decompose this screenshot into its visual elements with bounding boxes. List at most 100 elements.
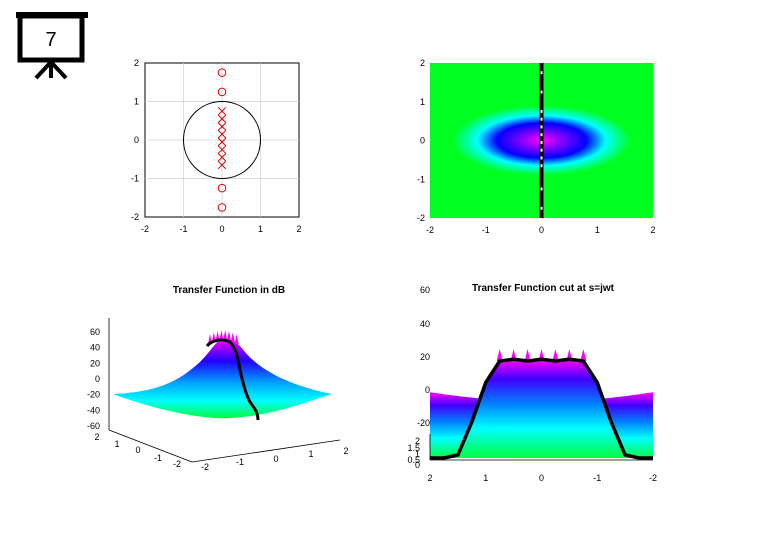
zero-marker — [217, 183, 227, 193]
pole-spike — [552, 348, 559, 361]
pole-spike — [230, 332, 235, 343]
y-tick-label: 0.5 — [407, 455, 420, 465]
pole-spike — [234, 334, 239, 344]
singularity-dot — [540, 156, 543, 160]
pole-stroke — [217, 137, 227, 147]
y-tick-label: 1.5 — [407, 443, 420, 453]
pole-marker — [217, 106, 227, 116]
singularity-dot — [540, 140, 543, 144]
pole-spike — [215, 330, 220, 341]
pole-zero-tick-labels: -2 -1 0 1 2 2 1 0 -1 -2 — [131, 58, 302, 234]
transfer-function-3d-plot: Transfer Function in dB 6040200-20-40-60… — [87, 285, 349, 472]
z-tick-label: 40 — [90, 343, 100, 353]
y-tick-label: -2 — [417, 213, 425, 223]
easel-top-bar — [16, 12, 88, 18]
singularity-dot — [540, 117, 543, 121]
x-tick-label: 0 — [219, 224, 224, 234]
x-tick-label: 2 — [296, 224, 301, 234]
singularity-dot — [540, 90, 543, 94]
singularity-dot — [540, 133, 543, 137]
pole-marker — [217, 130, 227, 139]
y-tick-label: 2 — [134, 58, 139, 68]
z-tick-label: -20 — [87, 390, 100, 400]
pole-marker — [217, 122, 227, 131]
x-tick-label: 1 — [308, 449, 313, 459]
singularity-dot — [540, 164, 543, 168]
pole-marker — [217, 160, 227, 170]
x-axis-3d — [191, 439, 341, 463]
z-tick-label: 40 — [420, 319, 430, 329]
singularity-dot — [540, 71, 543, 75]
y-tick-label: 0 — [415, 460, 420, 470]
x-tick-label: -2 — [141, 224, 149, 234]
y-tick-label: 0 — [134, 135, 139, 145]
pole-stroke — [217, 106, 227, 116]
y-tick-label: 1 — [134, 97, 139, 107]
z-tick-label: 60 — [420, 285, 430, 295]
x-tick-label: -2 — [649, 473, 657, 483]
pole-spike — [580, 348, 587, 361]
z-tick-label: 60 — [90, 327, 100, 337]
y-axis-3d — [108, 429, 193, 463]
zero-marker — [217, 87, 227, 97]
y-tick-label: 0 — [135, 445, 140, 455]
x-tick-label: 1 — [595, 225, 600, 235]
singularity-dot — [540, 206, 543, 210]
y-tick-label: -1 — [154, 453, 162, 463]
unit-circle — [183, 101, 261, 179]
plot4-title: Transfer Function cut at s=jwt — [472, 283, 615, 294]
surface-mesh — [113, 338, 332, 419]
presentation-easel-icon: 7 — [16, 12, 88, 80]
y-tick-label: -2 — [131, 212, 139, 222]
singularity-dot — [540, 125, 543, 129]
y-tick-label: 2 — [415, 436, 420, 446]
pole-spike — [223, 330, 228, 341]
x-tick-label: 2 — [343, 446, 348, 456]
x-tick-label: 1 — [258, 224, 263, 234]
z-tick-label: 20 — [420, 352, 430, 362]
slide-number: 7 — [45, 29, 56, 51]
y-tick-label: 2 — [94, 432, 99, 442]
x-tick-label: -1 — [236, 457, 244, 467]
singularity-dot — [540, 187, 543, 191]
pole-marker — [217, 153, 227, 162]
z-tick-label: -60 — [87, 421, 100, 431]
y-tick-label: 1 — [415, 449, 420, 459]
pole-stroke — [217, 114, 227, 123]
jw-axis-singularities — [540, 71, 543, 210]
jw-cut-curve — [205, 338, 260, 421]
x-tick-label: 0 — [539, 473, 544, 483]
y-tick-label: 0 — [420, 136, 425, 146]
pole-spike — [496, 348, 503, 361]
zero-marker — [217, 203, 227, 212]
pole-spike — [219, 330, 224, 341]
pole-stroke — [217, 145, 227, 154]
pole-stroke — [217, 122, 227, 131]
plot3-title: Transfer Function in dB — [173, 285, 285, 296]
pole-stroke — [217, 153, 227, 162]
zero-marker — [217, 68, 227, 77]
y-tick-label: -1 — [131, 174, 139, 184]
pole-marker — [217, 145, 227, 154]
pole-zero-plot: -2 -1 0 1 2 2 1 0 -1 -2 — [131, 58, 302, 234]
x-tick-label: 0 — [273, 454, 278, 464]
x-tick-label: -2 — [201, 462, 209, 472]
pole-marker — [217, 114, 227, 123]
cut-profile-curve — [430, 357, 653, 460]
x-tick-label: -2 — [426, 225, 434, 235]
z-tick-label: 0 — [95, 374, 100, 384]
heatmap-tick-labels: -2 -1 0 1 2 2 1 0 -1 -2 — [417, 58, 656, 235]
z-tick-label: -40 — [87, 405, 100, 415]
singularity-dot — [540, 109, 543, 113]
z-tick-label: 20 — [90, 358, 100, 368]
x-tick-label: 2 — [650, 225, 655, 235]
z-tick-label: 0 — [425, 385, 430, 395]
transfer-function-cut-plot: Transfer Function cut at s=jwt 6040200-2… — [407, 283, 657, 483]
y-tick-label: -2 — [173, 459, 181, 469]
singularity-dot — [540, 148, 543, 152]
y-tick-label: -1 — [417, 174, 425, 184]
y-tick-label: 2 — [420, 58, 425, 68]
